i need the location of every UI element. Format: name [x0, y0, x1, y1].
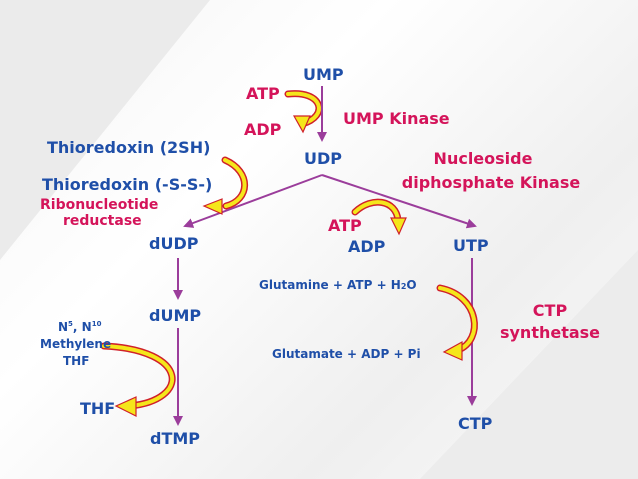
enzyme-ndp-kinase-line1: Nucleoside	[433, 149, 533, 168]
arrow-udp-to-dudp	[183, 174, 323, 228]
node-dtmp: dTMP	[150, 429, 201, 448]
label-thf: THF	[80, 399, 116, 418]
arrow-udp-to-utp	[321, 174, 477, 229]
label-glutamate-products: Glutamate + ADP + Pi	[272, 347, 421, 361]
label-adp-top: ADP	[244, 120, 282, 139]
enzyme-ctp-synthetase-line1: CTP	[532, 301, 568, 320]
label-atp-top: ATP	[246, 84, 280, 103]
node-utp: UTP	[453, 236, 489, 255]
label-methylene: Methylene	[40, 337, 112, 351]
enzyme-rnr-line2: reductase	[63, 213, 142, 229]
node-dump: dUMP	[149, 306, 202, 325]
label-adp-mid: ADP	[348, 237, 386, 256]
curved-arrow-ctp-synthetase	[436, 284, 478, 361]
node-ump: UMP	[303, 65, 344, 84]
node-dudp: dUDP	[149, 234, 199, 253]
curved-arrow-thioredoxin	[202, 156, 249, 215]
bg-triangle-left	[0, 0, 210, 260]
label-thioredoxin-2sh: Thioredoxin (2SH)	[47, 138, 211, 157]
label-thioredoxin-ss: Thioredoxin (-S-S-)	[42, 175, 213, 194]
node-ctp: CTP	[458, 414, 493, 433]
label-atp-mid: ATP	[328, 216, 362, 235]
node-udp: UDP	[304, 149, 342, 168]
enzyme-rnr-line1: Ribonucleotide	[40, 197, 159, 213]
enzyme-ctp-synthetase-line2: synthetase	[499, 323, 601, 342]
label-thf-donor: THF	[63, 354, 90, 368]
label-n5-n10: N5, N10	[58, 320, 102, 334]
curved-arrow-ump-kinase	[284, 90, 323, 134]
label-glutamine-reactants: Glutamine + ATP + H2O	[259, 278, 417, 292]
enzyme-ump-kinase: UMP Kinase	[343, 109, 450, 128]
curved-arrow-methylene-thf	[100, 342, 176, 417]
enzyme-ndp-kinase-line2: diphosphate Kinase	[401, 173, 581, 192]
curved-arrow-ndp-kinase	[351, 198, 407, 236]
bg-triangle-right	[420, 250, 638, 479]
